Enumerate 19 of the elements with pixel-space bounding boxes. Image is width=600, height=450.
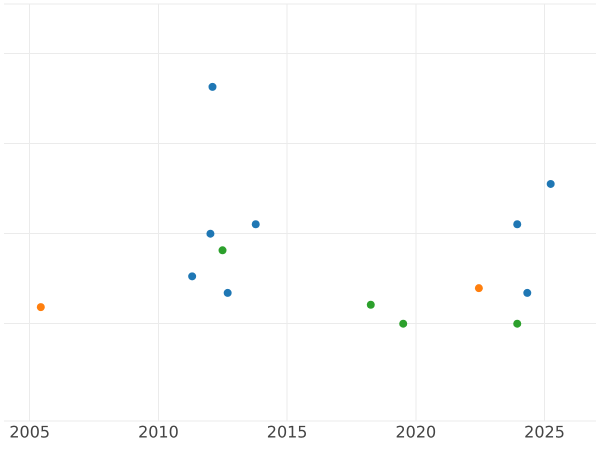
point [36,303,45,312]
x-tick-label: 2005 [9,422,50,442]
x-tick-label: 2010 [138,422,179,442]
point [224,288,232,297]
point [523,288,532,297]
point [206,230,214,238]
point [474,284,483,292]
x-tick-label: 2020 [395,422,436,442]
point [513,320,522,328]
x-tick-label: 2015 [266,422,308,442]
point [399,320,408,328]
point [252,220,260,228]
x-tick-label: 2025 [524,422,565,442]
point [513,220,522,228]
point [188,272,196,280]
point [208,82,216,91]
point [218,246,227,254]
point [546,180,555,188]
point [366,300,375,309]
